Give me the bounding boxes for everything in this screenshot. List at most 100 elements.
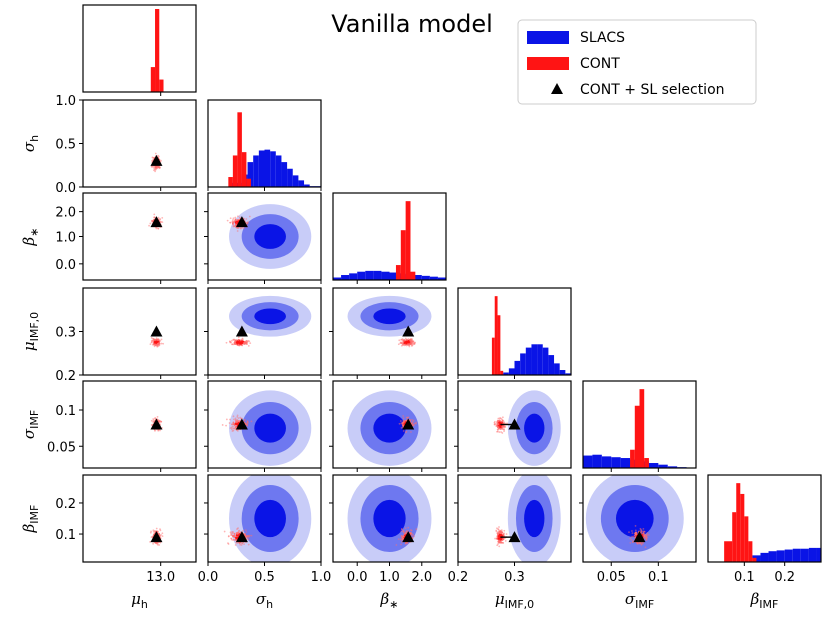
cont-sample-point	[156, 342, 159, 345]
cont-sample-point	[237, 527, 239, 530]
cont-sample-point	[238, 542, 241, 545]
cont-sample-point	[160, 420, 162, 423]
hist-bar-slacs	[389, 272, 398, 280]
slacs-contour-level-2	[0, 302, 10, 330]
hist-bar-cont	[155, 9, 160, 92]
slacs-contour-level-2	[0, 402, 10, 454]
cont-sample-point	[647, 533, 650, 536]
cont-sample-point	[642, 527, 645, 530]
cont-sample-point	[498, 533, 501, 536]
cont-sample-point	[237, 419, 239, 422]
cont-sample-point	[499, 426, 502, 429]
cont-sample-point	[248, 340, 251, 343]
cont-sample-point	[402, 415, 405, 417]
hist-bar-cont	[644, 458, 649, 468]
hist-bar-slacs	[514, 360, 521, 375]
cont-sample-point	[404, 337, 407, 340]
slacs-contour-level-3	[615, 499, 654, 538]
slacs-contour-level-3	[373, 499, 406, 538]
cont-sample-point	[226, 219, 229, 222]
legend-label-1: CONT	[580, 56, 620, 72]
hist-bar-slacs	[292, 175, 299, 187]
cont-sl-selection-marker	[508, 531, 521, 543]
cont-sample-point	[502, 425, 505, 427]
cont-sample-point	[496, 428, 499, 431]
hist-bar-slacs	[784, 549, 793, 562]
axis-subscript: h	[141, 598, 148, 611]
hist-bar-slacs	[341, 275, 350, 280]
cont-sample-point	[400, 534, 403, 537]
cont-cloud	[149, 334, 165, 348]
cont-sample-point	[230, 426, 233, 429]
cont-sample-point	[150, 337, 153, 339]
hist-bar-slacs	[413, 275, 422, 280]
hist-bar-slacs	[258, 150, 265, 187]
cont-sample-point	[231, 222, 234, 225]
cont-cloud	[225, 336, 252, 347]
axis-symbol: σ	[625, 590, 636, 608]
panel-content	[150, 9, 164, 92]
panel-frame	[707, 474, 822, 563]
cont-sample-point	[236, 230, 239, 232]
slacs-contour-level-1	[0, 204, 21, 269]
cont-sample-point	[158, 544, 161, 546]
cont-sample-point	[246, 343, 248, 346]
panel-beta_star-vs-sigma_h	[204, 192, 322, 284]
x-tick-label-mu_imf0: 0.3	[504, 570, 525, 585]
cont-sample-point	[497, 423, 500, 426]
cont-sample-point	[238, 216, 241, 219]
panel-content	[494, 475, 561, 562]
axis-symbol: β	[380, 590, 390, 608]
cont-sample-point	[241, 338, 244, 341]
cont-sample-point	[229, 217, 232, 220]
panel-frame	[82, 380, 197, 469]
cont-sample-point	[231, 532, 234, 535]
cont-sample-point	[158, 421, 161, 424]
hist-bar-slacs	[373, 270, 382, 280]
cont-sample-point	[155, 527, 158, 530]
hist-bar-cont	[405, 201, 411, 280]
panel-mu_imf0-vs-beta_star	[329, 287, 447, 379]
cont-sample-point	[227, 535, 230, 538]
cont-sample-point	[231, 539, 234, 541]
panel-mu_imf0-vs-sigma_h	[204, 287, 322, 379]
panel-frame	[582, 380, 697, 469]
cont-sample-point	[150, 530, 152, 533]
cont-sample-point	[631, 532, 634, 535]
cont-sample-point	[632, 535, 635, 538]
cont-sample-point	[232, 427, 235, 430]
cont-sample-point	[497, 426, 500, 429]
hist-bar-slacs	[816, 547, 821, 562]
cont-sample-point	[494, 423, 497, 425]
cont-sample-point	[159, 528, 161, 531]
axis-subscript: IMF	[28, 410, 41, 429]
cont-sample-point	[236, 215, 239, 218]
cont-sample-point	[236, 219, 239, 221]
hist-bar-slacs	[537, 344, 543, 375]
y-tick-label-sigma_h: 0.0	[55, 181, 76, 196]
panel-beta_star-vs-beta_star	[332, 192, 447, 284]
cont-sample-point	[154, 429, 156, 432]
hist-bar-cont	[228, 177, 233, 187]
cont-sample-point	[644, 546, 647, 549]
cont-sample-point	[237, 336, 240, 339]
cont-sample-point	[232, 217, 235, 220]
cont-sample-point	[498, 545, 501, 548]
cont-sl-selection-marker	[402, 418, 415, 430]
axis-subscript: h	[28, 135, 41, 142]
hist-bar-cont	[159, 79, 164, 92]
x-tick-label-sigma_imf: 0.1	[648, 570, 669, 585]
cont-sample-point	[497, 533, 500, 536]
hist-bar-slacs	[349, 273, 358, 280]
cont-sample-point	[410, 344, 413, 347]
slacs-contour-level-3	[524, 499, 545, 538]
cont-sample-point	[232, 429, 235, 432]
panel-content	[228, 112, 321, 187]
cont-sample-point	[234, 544, 237, 546]
cont-sample-point	[236, 534, 238, 537]
cont-sample-point	[234, 216, 237, 219]
panel-content	[149, 527, 164, 546]
cont-sample-point	[400, 344, 403, 347]
cont-sample-point	[231, 339, 233, 342]
hist-bar-slacs	[792, 548, 801, 562]
